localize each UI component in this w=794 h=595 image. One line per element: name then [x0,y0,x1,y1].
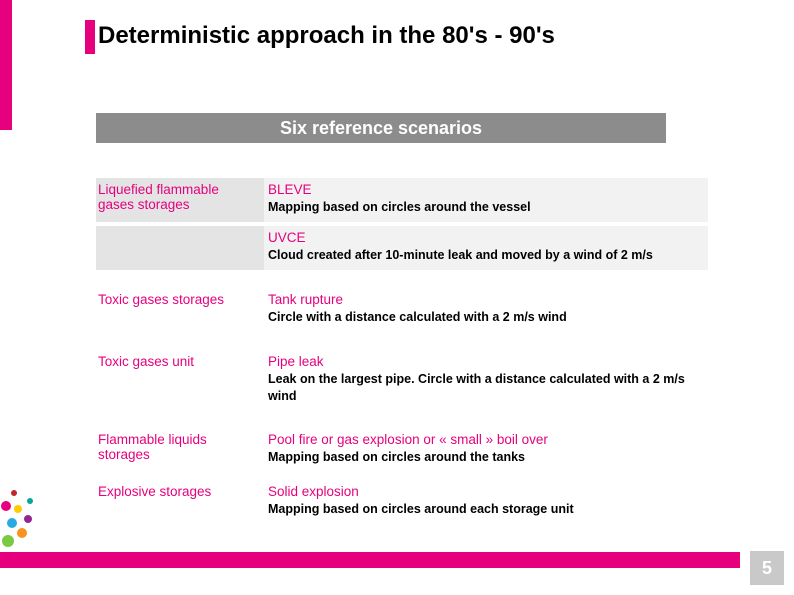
scenario-name: Tank rupture [268,292,702,307]
scenario-name: Solid explosion [268,484,702,499]
scenario-name: BLEVE [268,182,702,197]
category-cell: Liquefied flammable gases storages [96,178,264,222]
content-cell: Pipe leak Leak on the largest pipe. Circ… [264,350,708,411]
scenario-desc: Mapping based on circles around the tank… [268,449,702,466]
slide: Deterministic approach in the 80's - 90'… [0,0,794,595]
subtitle-bar: Six reference scenarios [96,113,666,143]
scenario-name: Pipe leak [268,354,702,369]
category-cell: Flammable liquids storages [96,428,264,472]
content-cell: Pool fire or gas explosion or « small » … [264,428,708,472]
page-number: 5 [750,551,784,585]
category-cell: Toxic gases storages [96,288,264,332]
content-cell: Tank rupture Circle with a distance calc… [264,288,708,332]
scenarios-table: Liquefied flammable gases storages BLEVE… [96,178,708,528]
table-row: Liquefied flammable gases storages BLEVE… [96,178,708,226]
category-cell: Toxic gases unit [96,350,264,411]
scenario-name: UVCE [268,230,702,245]
content-cell: BLEVE Mapping based on circles around th… [264,178,708,222]
table-row: Flammable liquids storages Pool fire or … [96,428,708,476]
category-cell-empty [96,226,264,270]
decorative-dots-icon [0,451,60,551]
table-row: Explosive storages Solid explosion Mappi… [96,480,708,528]
scenario-desc: Mapping based on circles around the vess… [268,199,702,216]
table-row: Toxic gases storages Tank rupture Circle… [96,288,708,336]
scenario-name: Pool fire or gas explosion or « small » … [268,432,702,447]
footer-bar [0,552,740,568]
scenario-desc: Leak on the largest pipe. Circle with a … [268,371,702,405]
table-row: Toxic gases unit Pipe leak Leak on the l… [96,350,708,415]
content-cell: UVCE Cloud created after 10-minute leak … [264,226,708,270]
category-cell: Explosive storages [96,480,264,524]
content-cell: Solid explosion Mapping based on circles… [264,480,708,524]
scenario-desc: Circle with a distance calculated with a… [268,309,702,326]
scenario-desc: Cloud created after 10-minute leak and m… [268,247,702,264]
scenario-desc: Mapping based on circles around each sto… [268,501,702,518]
left-accent-bar [0,0,12,130]
table-row: UVCE Cloud created after 10-minute leak … [96,226,708,274]
slide-title: Deterministic approach in the 80's - 90'… [98,22,555,50]
title-accent [85,20,95,54]
